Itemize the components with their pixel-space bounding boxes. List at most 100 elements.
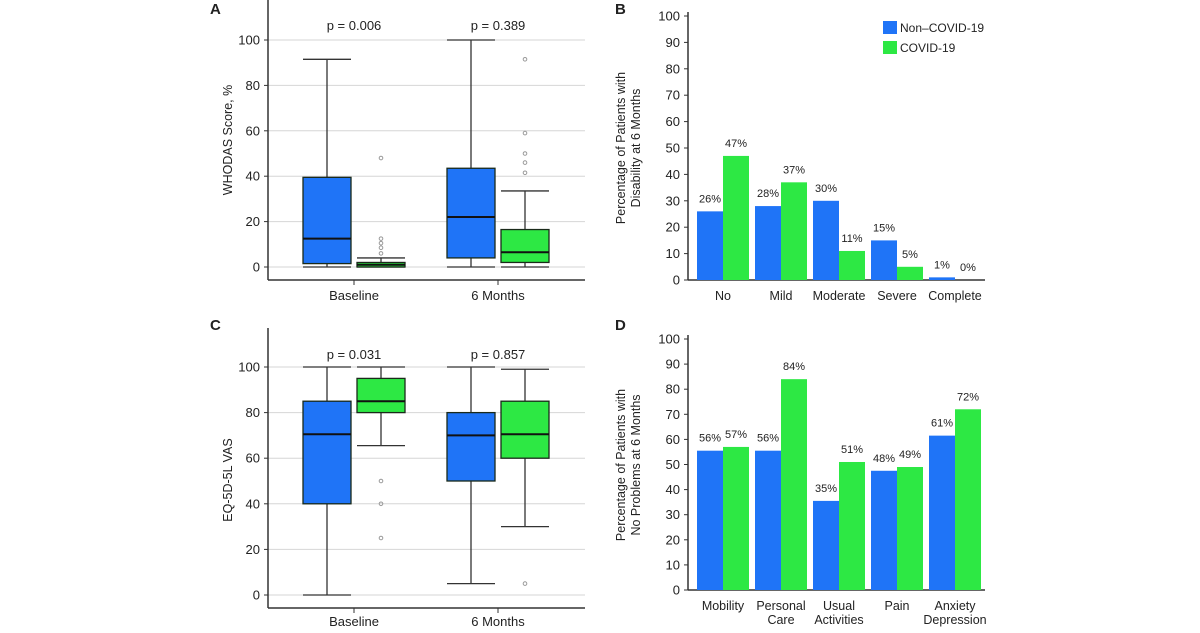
bar-covid-2 — [839, 461, 865, 590]
bar-data-label: 56% — [699, 433, 721, 445]
box-covid-1 — [500, 368, 550, 586]
bar-data-label: 51% — [841, 444, 863, 456]
panel-a: A 0 20 40 60 80 100 WHODAS Score, % Baseline p = … — [210, 0, 585, 303]
bar-data-label: 49% — [899, 449, 921, 461]
y-tick-label: 100 — [238, 33, 260, 48]
y-tick-label: 40 — [246, 496, 260, 511]
bar-non-covid-2 — [813, 200, 839, 280]
panel-c: C 0 20 40 60 80 100 EQ-5D-5L VAS Baseline p = 0.0… — [210, 317, 585, 629]
outlier-point — [522, 170, 528, 176]
y-tick-label: 100 — [658, 9, 680, 24]
panel-label: B — [615, 1, 626, 18]
y-tick-label: 0 — [673, 583, 680, 598]
y-tick-label: 20 — [666, 220, 680, 235]
bar-non-covid-4 — [929, 435, 955, 590]
y-tick-label: 70 — [666, 88, 680, 103]
bar-data-label: 30% — [815, 183, 837, 195]
y-tick-label: 60 — [666, 432, 680, 447]
y-tick-label: 60 — [246, 451, 260, 466]
legend-label: COVID-19 — [900, 41, 956, 55]
y-tick-label: 10 — [666, 246, 680, 261]
y-tick-label: 50 — [666, 457, 680, 472]
panel-d: D 0 10 20 30 40 50 60 70 80 90 100 Percentage of Pat… — [614, 317, 987, 627]
box-non-covid-0 — [302, 366, 352, 596]
box-iqr — [446, 411, 496, 482]
bar-data-label: 72% — [957, 391, 979, 403]
y-tick-label: 80 — [666, 382, 680, 397]
outlier-point — [522, 130, 528, 136]
outlier-point — [522, 151, 528, 156]
box-covid-0 — [356, 366, 406, 541]
y-tick-label: 100 — [658, 332, 680, 347]
box-iqr — [302, 400, 352, 505]
bar-data-label: 35% — [815, 483, 837, 495]
bar-data-label: 47% — [725, 138, 747, 150]
outlier-point — [378, 240, 384, 246]
p-value-label: p = 0.031 — [327, 347, 382, 362]
bar-data-label: 57% — [725, 429, 747, 441]
bar-data-label: 26% — [699, 193, 721, 205]
p-value-label: p = 0.006 — [327, 18, 382, 33]
y-tick-label: 80 — [246, 78, 260, 93]
outlier-point — [378, 155, 384, 161]
box-covid-1 — [500, 56, 550, 268]
box-iqr — [446, 167, 496, 259]
panel-label: C — [210, 317, 221, 334]
bar-covid-3 — [897, 266, 923, 280]
outlier-point — [378, 245, 384, 251]
bar-non-covid-0 — [697, 450, 723, 590]
outlier-point — [522, 581, 528, 586]
bar-non-covid-0 — [697, 211, 723, 280]
bar-non-covid-1 — [755, 206, 781, 280]
bar-non-covid-4 — [929, 277, 955, 280]
bar-data-label: 1% — [934, 259, 950, 271]
y-tick-label: 50 — [666, 141, 680, 156]
bar-non-covid-2 — [813, 500, 839, 590]
bar-covid-0 — [723, 155, 749, 280]
outlier-point — [378, 535, 384, 541]
x-tick-label: Care — [767, 613, 794, 627]
bar-data-label: 28% — [757, 188, 779, 200]
y-tick-label: 40 — [666, 482, 680, 497]
y-tick-label: 80 — [666, 61, 680, 76]
x-tick-label: Complete — [928, 289, 982, 303]
x-tick-label: Mild — [770, 289, 793, 303]
y-axis-label: Disability at 6 Months — [629, 89, 643, 208]
y-tick-label: 0 — [673, 273, 680, 288]
panel-b: B 0 10 20 30 40 50 60 70 80 90 100 Percentage of Pat… — [614, 1, 985, 303]
p-value-label: p = 0.857 — [471, 347, 526, 362]
y-tick-label: 0 — [253, 260, 260, 275]
bar-covid-1 — [781, 182, 807, 280]
legend-label: Non–COVID-19 — [900, 21, 984, 35]
bar-data-label: 61% — [931, 418, 953, 430]
box-iqr — [500, 400, 550, 459]
x-tick-label: 6 Months — [471, 614, 525, 628]
x-tick-label: Severe — [877, 289, 917, 303]
x-tick-label: Pain — [884, 599, 909, 613]
x-tick-label: Depression — [923, 613, 986, 627]
x-tick-label: 6 Months — [471, 288, 525, 303]
y-axis-label: No Problems at 6 Months — [629, 394, 643, 535]
y-tick-label: 80 — [246, 405, 260, 420]
bar-data-label: 48% — [873, 453, 895, 465]
bar-non-covid-3 — [871, 240, 897, 280]
box-non-covid-1 — [446, 366, 496, 585]
bar-data-label: 5% — [902, 249, 918, 261]
bar-non-covid-3 — [871, 470, 897, 590]
panel-label: D — [615, 317, 626, 334]
box-iqr — [500, 228, 550, 264]
y-tick-label: 30 — [666, 507, 680, 522]
bar-data-label: 37% — [783, 164, 805, 176]
outlier-point — [378, 478, 384, 484]
bar-non-covid-1 — [755, 450, 781, 590]
y-tick-label: 40 — [666, 167, 680, 182]
bar-data-label: 15% — [873, 222, 895, 234]
y-tick-label: 40 — [246, 169, 260, 184]
x-tick-label: Usual — [823, 599, 855, 613]
y-axis-label: EQ-5D-5L VAS — [221, 438, 235, 521]
bar-covid-2 — [839, 250, 865, 280]
outlier-point — [522, 56, 528, 62]
bar-covid-3 — [897, 467, 923, 590]
x-tick-label: Baseline — [329, 614, 379, 628]
